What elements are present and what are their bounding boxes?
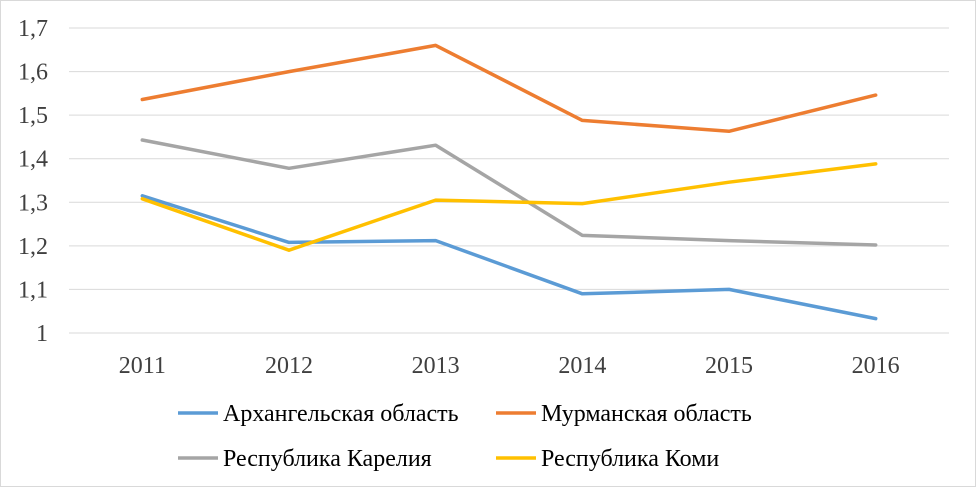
legend-label: Республика Коми [541, 446, 719, 472]
y-tick-label: 1,2 [18, 234, 48, 260]
x-tick-label: 2014 [558, 353, 606, 379]
series-lines [140, 43, 878, 321]
x-axis-ticks: 2011 2012 2013 2014 2015 2016 [119, 353, 900, 379]
legend-label: Республика Карелия [223, 446, 432, 472]
series-line-4 [140, 162, 878, 252]
y-tick-label: 1,6 [18, 60, 48, 86]
y-tick-label: 1 [36, 321, 48, 347]
y-tick-label: 1,5 [18, 103, 48, 129]
x-tick-label: 2015 [705, 353, 753, 379]
legend: Архангельская область Мурманская область Р… [178, 401, 752, 472]
x-tick-label: 2016 [852, 353, 900, 379]
x-tick-label: 2012 [265, 353, 313, 379]
y-tick-label: 1,4 [18, 147, 48, 173]
x-tick-label: 2011 [119, 353, 166, 379]
y-tick-label: 1,1 [18, 277, 48, 303]
y-tick-label: 1,7 [18, 16, 48, 42]
legend-label: Мурманская область [541, 401, 752, 427]
series-line-3 [140, 138, 878, 247]
x-tick-label: 2013 [412, 353, 460, 379]
legend-label: Архангельская область [223, 401, 459, 427]
gridlines [69, 27, 949, 334]
series-line-2 [140, 43, 878, 134]
y-tick-label: 1,3 [18, 190, 48, 216]
series-line-1 [140, 194, 878, 321]
y-axis-ticks: 1 1,1 1,2 1,3 1,4 1,5 1,6 1,7 [18, 16, 48, 347]
